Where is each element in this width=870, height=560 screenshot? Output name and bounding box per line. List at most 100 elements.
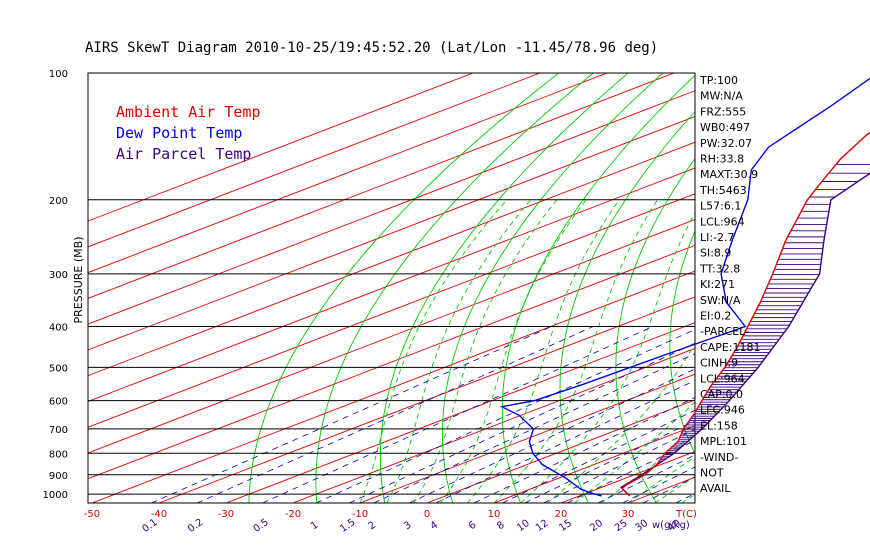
isotherm-line: [359, 373, 695, 503]
pressure-tick-label: 500: [49, 363, 68, 374]
dry-adiabat-line: [248, 73, 559, 503]
sounding-index-label: LCL:964: [700, 215, 745, 228]
pressure-tick-label: 900: [49, 471, 68, 482]
sounding-index-label: KI:271: [700, 278, 735, 291]
legend-air-parcel-temp: Air Parcel Temp: [116, 145, 251, 163]
mixing-ratio-tick-label: 20: [588, 518, 605, 534]
isotherm-line: [88, 167, 695, 402]
mixing-ratio-line: [543, 428, 695, 503]
mixing-ratio-line: [473, 397, 695, 503]
pressure-tick-label: 300: [49, 270, 68, 281]
dry-adiabat-line: [773, 73, 870, 503]
isotherm-line: [493, 425, 695, 503]
isotherm-line: [225, 322, 695, 503]
sounding-index-label: MW:N/A: [700, 90, 743, 103]
chart-title: AIRS SkewT Diagram 2010-10-25/19:45:52.2…: [85, 40, 658, 56]
cape-hatching: [621, 164, 870, 496]
dry-adiabat-line: [315, 73, 594, 503]
mixing-ratio-line: [315, 328, 695, 503]
mixing-ratio-line: [373, 353, 695, 503]
mixing-ratio-tick-label: 12: [534, 518, 551, 534]
mixing-ratio-line: [502, 409, 695, 503]
pressure-tick-label: 700: [49, 425, 68, 436]
mixing-ratio-tick-label: 1: [309, 520, 321, 533]
isotherm-line: [88, 141, 695, 377]
pressure-tick-label: 600: [49, 397, 68, 408]
isotherm-line: [762, 73, 870, 503]
sounding-index-label: AVAIL: [700, 482, 731, 495]
moist-adiabat-line: [493, 199, 658, 503]
moist-adiabat-line: [386, 199, 532, 503]
mixing-ratio-line: [262, 326, 653, 503]
isotherm-line: [292, 347, 695, 503]
bottom-temperature-tick-label: 0: [424, 509, 430, 520]
bottom-temperature-tick-label: -10: [352, 509, 368, 520]
mixing-ratio-line: [435, 380, 695, 503]
isotherm-line: [88, 115, 695, 351]
legend-dew-point-temp: Dew Point Temp: [116, 124, 242, 142]
moist-adiabat-line: [466, 199, 620, 503]
sounding-index-label: MPL:101: [700, 435, 747, 448]
isotherm-line: [91, 270, 695, 503]
moist-adiabat-line: [574, 401, 695, 503]
legend-ambient-air-temp: Ambient Air Temp: [116, 103, 261, 121]
sounding-index-label: RH:33.8: [700, 153, 744, 166]
moist-adiabat-line: [520, 211, 695, 503]
mixing-ratio-line: [197, 326, 594, 503]
sounding-index-label: LCL:964: [700, 372, 745, 385]
sounding-index-label: FRZ:555: [700, 105, 746, 118]
bottom-temperature-tick-label: -40: [151, 509, 167, 520]
moist-adiabat-line: [413, 199, 558, 503]
isotherm-line: [88, 90, 695, 325]
bottom-temperature-tick-label: 20: [555, 509, 568, 520]
mixing-ratio-tick-label: 15: [557, 518, 574, 534]
sounding-index-label: TP:100: [699, 74, 738, 87]
dewpoint-temp-line: [499, 77, 870, 497]
plot-frame: [87, 72, 696, 504]
isotherm-line: [426, 399, 695, 503]
sounding-index-label: EI:0.2: [700, 310, 731, 323]
dry-adiabat-line: [669, 230, 695, 455]
mixing-ratio-line: [524, 420, 695, 503]
temperature-units-label: T(C): [675, 509, 697, 520]
sounding-index-label: NOT: [700, 467, 724, 480]
sounding-index-label: CAP:0.0: [700, 388, 743, 401]
sounding-index-label: SW:N/A: [700, 294, 741, 307]
pressure-tick-label: 1000: [43, 490, 68, 501]
mixing-ratio-tick-label: 3: [402, 520, 414, 533]
ambient-air-temp-line: [621, 132, 870, 497]
mixing-ratio-tick-label: 25: [613, 518, 630, 534]
mixing-ratio-units-label: w(g/kg): [652, 520, 690, 531]
isotherm-line: [158, 296, 695, 503]
sounding-index-label: LI:-2.7: [700, 231, 735, 244]
mixing-ratio-line: [597, 454, 695, 503]
pressure-tick-label: 400: [49, 323, 68, 334]
mixing-ratio-tick-label: 8: [495, 520, 507, 533]
sounding-index-label: CAPE:1181: [700, 341, 761, 354]
sounding-index-label: LFC:946: [700, 404, 745, 417]
bottom-temperature-tick-label: -50: [84, 509, 100, 520]
pressure-tick-label: 800: [49, 449, 68, 460]
mixing-ratio-tick-label: 0.2: [186, 517, 205, 535]
pressure-tick-label: 200: [49, 196, 68, 207]
mixing-ratio-tick-label: 30: [633, 518, 650, 534]
sounding-index-label: PW:32.07: [700, 137, 752, 150]
dry-adiabat-line: [501, 74, 695, 503]
sounding-index-label: TT:32.8: [699, 262, 740, 275]
pressure-tick-label: 100: [49, 69, 68, 80]
bottom-temperature-tick-label: 10: [488, 509, 501, 520]
bottom-temperature-tick-label: 30: [622, 509, 635, 520]
dry-adiabat-line: [615, 157, 695, 503]
mixing-ratio-tick-label: 4: [429, 520, 441, 533]
dry-adiabat-line: [559, 111, 695, 503]
isotherm-line: [88, 73, 474, 222]
moist-adiabat-line: [627, 456, 695, 503]
sounding-index-label: CINH:9: [700, 357, 738, 370]
mixing-ratio-line: [409, 368, 695, 503]
mixing-ratio-line: [151, 326, 552, 503]
background-grid: [88, 73, 870, 503]
sounding-index-label: -PARCEL-: [700, 325, 749, 338]
mixing-ratio-tick-label: 2: [367, 520, 379, 533]
sounding-index-label: -WIND-: [700, 451, 738, 464]
